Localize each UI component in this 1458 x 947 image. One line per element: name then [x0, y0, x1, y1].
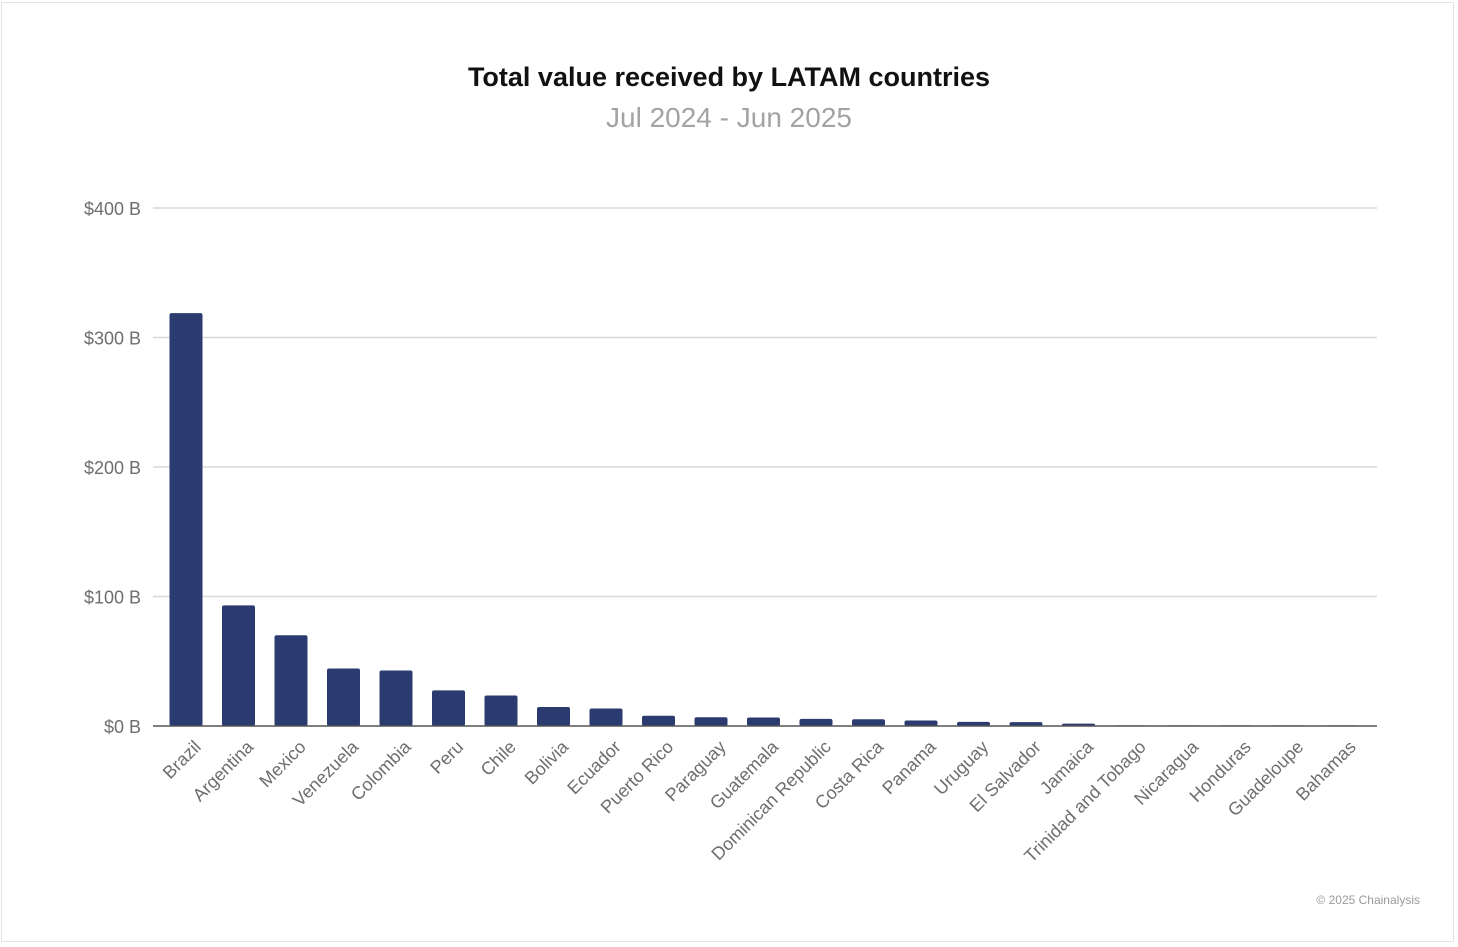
y-tick-label: $200 B — [84, 458, 141, 478]
bar — [747, 717, 780, 726]
x-tick-label: Bolivia — [521, 736, 573, 788]
bar — [957, 721, 990, 726]
x-tick-label: Brazil — [159, 737, 205, 783]
x-tick-label: Peru — [426, 737, 467, 778]
bar — [589, 708, 623, 726]
gridlines — [153, 207, 1377, 598]
y-tick-label: $100 B — [84, 588, 141, 608]
bar — [904, 720, 938, 726]
x-tick-label: Panama — [878, 736, 940, 798]
chart-title: Total value received by LATAM countries — [467, 62, 991, 92]
bar — [222, 605, 255, 726]
bar — [694, 717, 728, 726]
copyright-footer: © 2025 Chainalysis — [1316, 893, 1420, 907]
y-tick-label: $400 B — [84, 199, 141, 219]
bar — [379, 670, 413, 726]
bar — [642, 715, 675, 726]
bar — [537, 706, 570, 726]
bar — [1009, 722, 1043, 726]
x-tick-label: Chile — [477, 737, 520, 780]
bar — [327, 668, 360, 726]
y-axis-tick-labels: $0 B $100 B $200 B $300 B $400 B — [84, 199, 141, 737]
y-tick-label: $300 B — [84, 329, 141, 349]
bar — [169, 313, 203, 726]
bars — [169, 313, 1358, 726]
bar — [799, 718, 833, 726]
bar — [274, 635, 308, 726]
chart-subtitle: Jul 2024 - Jun 2025 — [606, 102, 852, 133]
bar — [852, 719, 885, 726]
bar — [484, 695, 518, 726]
y-tick-label: $0 B — [104, 717, 141, 737]
bar — [432, 690, 465, 726]
